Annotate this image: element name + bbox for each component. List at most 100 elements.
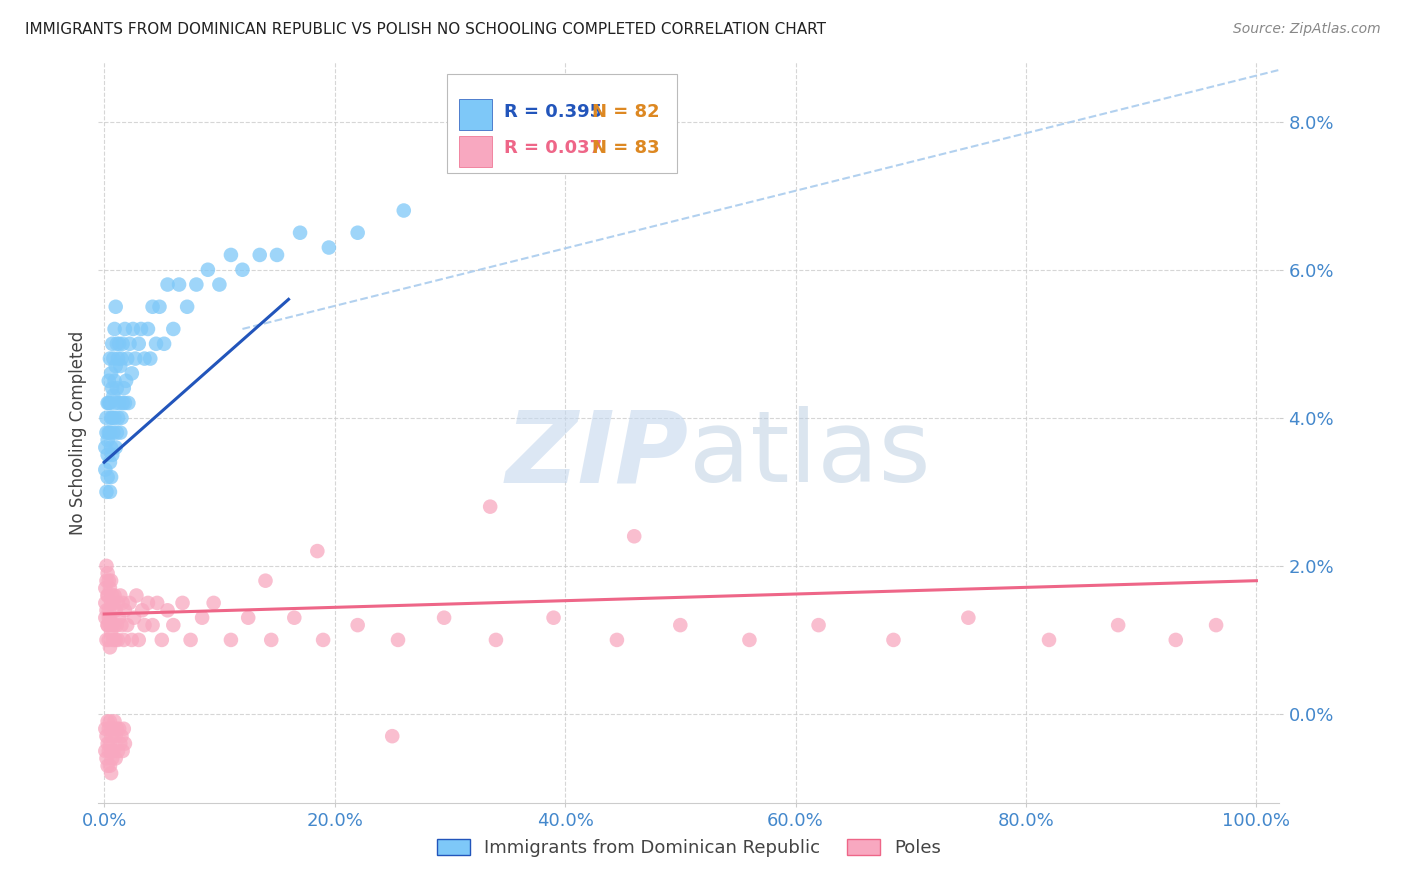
Point: [117, 396, 139, 410]
Point: [148, 300, 170, 314]
Point: [110, 351, 132, 366]
Point: [172, 596, 194, 610]
Point: [97, 433, 120, 447]
Point: [97, 396, 120, 410]
Point: [131, 603, 153, 617]
Point: [108, 611, 131, 625]
Point: [97, 618, 120, 632]
Point: [105, 722, 128, 736]
Point: [134, 351, 156, 366]
Point: [156, 277, 179, 292]
Point: [98, 425, 121, 440]
Point: [197, 262, 219, 277]
Point: [202, 596, 225, 610]
Point: [479, 500, 502, 514]
Text: ZIP: ZIP: [506, 407, 689, 503]
Text: R = 0.037: R = 0.037: [503, 138, 602, 157]
Point: [100, 744, 122, 758]
Point: [145, 336, 167, 351]
Point: [97, 632, 120, 647]
Point: [142, 618, 165, 632]
Point: [107, 596, 129, 610]
Point: [98, 484, 121, 499]
Point: [103, 618, 125, 632]
Point: [105, 425, 128, 440]
Point: [807, 618, 830, 632]
Point: [96, 603, 118, 617]
Point: [104, 751, 127, 765]
Point: [150, 632, 173, 647]
Point: [103, 322, 125, 336]
Text: N = 82: N = 82: [592, 103, 659, 121]
Point: [100, 596, 122, 610]
Point: [110, 410, 132, 425]
Point: [266, 248, 288, 262]
Point: [110, 737, 132, 751]
Point: [98, 455, 121, 469]
Point: [288, 226, 311, 240]
FancyBboxPatch shape: [458, 136, 492, 167]
Point: [103, 596, 125, 610]
Point: [186, 277, 208, 292]
Point: [231, 262, 253, 277]
Point: [98, 581, 121, 595]
Point: [97, 425, 120, 440]
Point: [100, 367, 122, 381]
Point: [121, 632, 143, 647]
Point: [122, 322, 145, 336]
Point: [112, 632, 135, 647]
Point: [96, 574, 118, 588]
Point: [96, 410, 118, 425]
Point: [115, 618, 138, 632]
Point: [97, 744, 120, 758]
Point: [97, 611, 120, 625]
Y-axis label: No Schooling Completed: No Schooling Completed: [69, 331, 87, 534]
Point: [139, 351, 162, 366]
Point: [219, 248, 242, 262]
Point: [100, 766, 122, 780]
Point: [128, 336, 150, 351]
Point: [103, 425, 125, 440]
Point: [103, 351, 125, 366]
Point: [125, 589, 148, 603]
Point: [346, 618, 368, 632]
Point: [118, 596, 141, 610]
Point: [97, 470, 120, 484]
Point: [98, 714, 121, 729]
Point: [623, 529, 645, 543]
Point: [318, 240, 340, 255]
Point: [101, 448, 124, 462]
Point: [103, 374, 125, 388]
Legend: Immigrants from Dominican Republic, Poles: Immigrants from Dominican Republic, Pole…: [430, 831, 948, 864]
Point: [433, 611, 456, 625]
Point: [146, 596, 169, 610]
Point: [103, 410, 125, 425]
Point: [107, 744, 129, 758]
Point: [104, 396, 127, 410]
Point: [191, 611, 214, 625]
Point: [112, 381, 135, 395]
Point: [1164, 632, 1187, 647]
Point: [111, 596, 134, 610]
Point: [115, 351, 138, 366]
Point: [94, 581, 117, 595]
Point: [98, 737, 121, 751]
Point: [97, 374, 120, 388]
Point: [101, 618, 124, 632]
Point: [100, 574, 122, 588]
Point: [129, 322, 152, 336]
Point: [118, 336, 141, 351]
Point: [153, 336, 176, 351]
Point: [96, 484, 118, 499]
Point: [111, 396, 134, 410]
Point: [104, 729, 127, 743]
Point: [110, 359, 132, 373]
Point: [238, 611, 260, 625]
Point: [882, 632, 904, 647]
Text: IMMIGRANTS FROM DOMINICAN REPUBLIC VS POLISH NO SCHOOLING COMPLETED CORRELATION : IMMIGRANTS FROM DOMINICAN REPUBLIC VS PO…: [25, 22, 827, 37]
Point: [112, 722, 135, 736]
Point: [97, 448, 120, 462]
Text: R = 0.395: R = 0.395: [503, 103, 602, 121]
Point: [1038, 632, 1060, 647]
Point: [134, 618, 156, 632]
